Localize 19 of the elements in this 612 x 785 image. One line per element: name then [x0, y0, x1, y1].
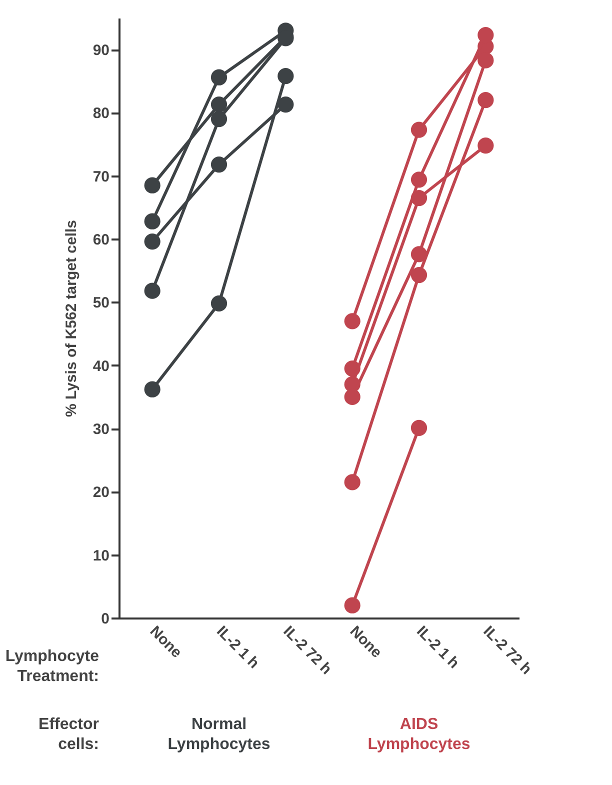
text: AIDS Lymphocytes	[368, 716, 470, 753]
x-tick-label: IL-2 1 h	[213, 622, 262, 672]
y-axis-title: % Lysis of K562 target cells	[62, 220, 80, 418]
y-tick-label: 60	[92, 232, 110, 249]
y-tick-label: 70	[92, 168, 110, 186]
y-tick-label: 80	[92, 105, 110, 122]
x-tick-label: IL-2 72 h	[280, 622, 335, 678]
text: Effector cells:	[38, 716, 99, 753]
text: Lymphocyte Treatment:	[5, 648, 100, 685]
x-tick-label: IL-2 1 h	[413, 622, 462, 672]
y-tick-label: 10	[92, 547, 110, 564]
y-tick-label: 20	[92, 484, 110, 502]
y-tick-label: 90	[92, 42, 110, 60]
y-tick-label: 0	[101, 610, 110, 628]
x-tick-label: IL-2 72 h	[480, 622, 535, 678]
y-tick-label: 50	[92, 294, 110, 312]
y-tick-label: 30	[92, 421, 110, 438]
text: Normal Lymphocytes	[168, 716, 270, 753]
y-tick-label: 40	[92, 358, 110, 375]
